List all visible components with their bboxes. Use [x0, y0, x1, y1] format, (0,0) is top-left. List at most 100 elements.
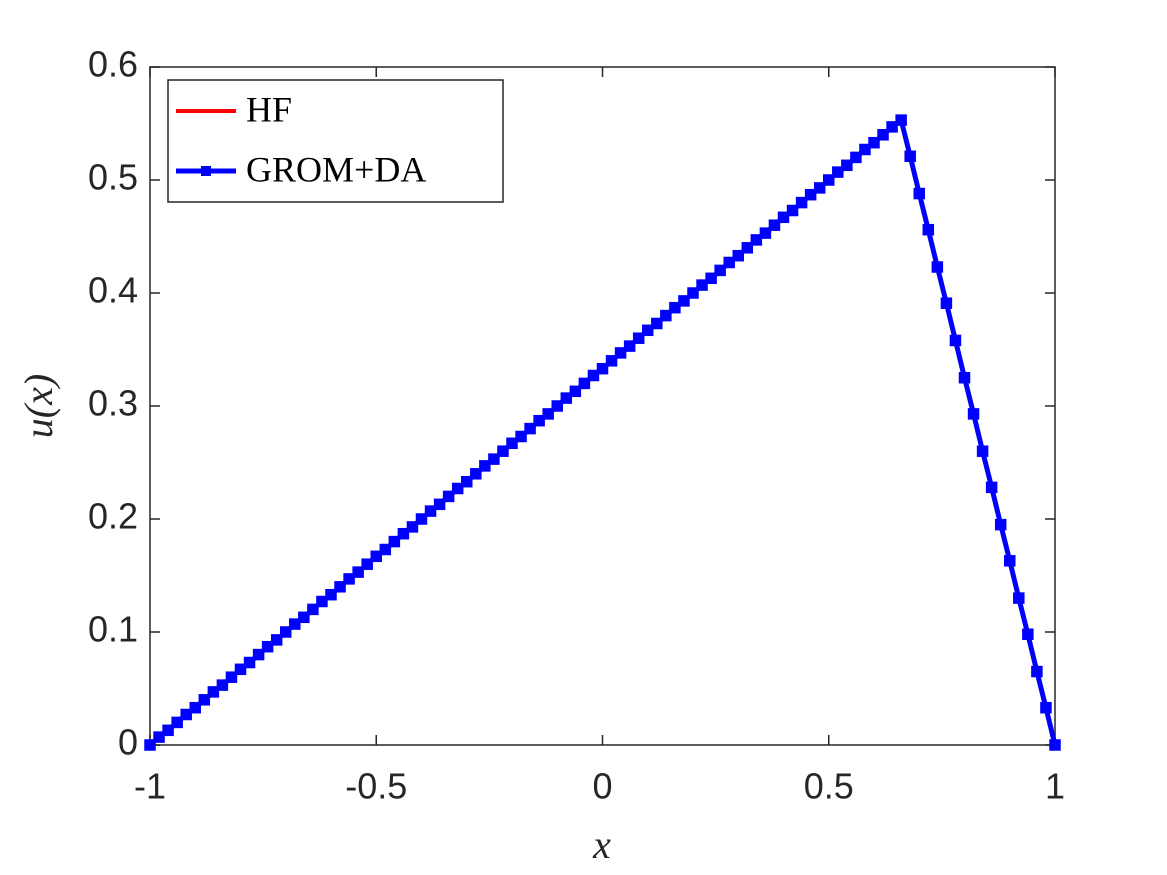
data-point — [587, 369, 600, 382]
data-point — [261, 640, 274, 653]
data-point — [424, 505, 437, 517]
data-point — [270, 634, 283, 646]
data-point — [198, 694, 211, 706]
data-point — [741, 242, 754, 254]
data-point — [1022, 628, 1034, 641]
data-point — [705, 272, 717, 285]
data-point — [1013, 592, 1025, 604]
y-tick-label: 0.3 — [88, 383, 138, 424]
data-point — [361, 558, 373, 570]
data-point — [669, 301, 681, 314]
x-axis-label: x — [592, 822, 611, 867]
data-point — [533, 414, 545, 427]
data-point — [488, 453, 500, 465]
legend-label: HF — [246, 89, 292, 129]
data-point — [632, 332, 645, 344]
data-point — [904, 150, 916, 163]
data-point — [560, 392, 573, 404]
data-point — [397, 527, 410, 540]
data-point — [433, 498, 446, 511]
x-tick-label: 1 — [1045, 766, 1065, 807]
data-point — [813, 182, 826, 194]
data-point — [913, 187, 925, 200]
data-point — [804, 188, 817, 201]
legend-label: GROM+DA — [246, 149, 426, 189]
data-point — [406, 521, 419, 533]
data-point — [596, 362, 609, 375]
data-point — [180, 708, 192, 721]
legend-box — [167, 79, 504, 203]
data-point — [316, 595, 328, 608]
x-tick-label: 0 — [592, 766, 612, 807]
data-point — [506, 437, 518, 450]
data-point — [795, 196, 808, 209]
data-point — [994, 518, 1007, 531]
data-point — [524, 422, 536, 435]
data-point — [623, 340, 636, 352]
data-point — [714, 264, 726, 277]
data-point — [280, 626, 292, 638]
data-point — [470, 468, 482, 480]
data-point — [877, 129, 889, 141]
data-point — [723, 256, 735, 269]
data-point — [605, 355, 618, 367]
data-point — [696, 279, 708, 291]
data-point — [687, 287, 699, 299]
legend-marker — [201, 166, 211, 176]
data-point — [922, 223, 935, 236]
data-point — [298, 611, 310, 624]
data-point — [859, 143, 871, 156]
data-point — [1031, 665, 1043, 678]
x-tick-label: 0.5 — [804, 766, 854, 807]
data-point — [732, 249, 744, 262]
data-point — [1004, 555, 1016, 567]
data-point — [479, 460, 491, 472]
y-tick-label: 0.1 — [88, 609, 138, 650]
data-point — [497, 445, 509, 457]
data-point — [189, 701, 201, 714]
data-point — [207, 686, 220, 698]
x-tick-label: -1 — [134, 766, 166, 807]
data-point — [289, 618, 301, 630]
data-point — [153, 731, 165, 743]
data-point — [370, 550, 382, 563]
data-point — [678, 295, 690, 307]
data-point — [225, 671, 238, 683]
y-tick-label: 0.4 — [88, 270, 138, 311]
data-point — [940, 297, 953, 309]
data-point — [415, 513, 428, 525]
data-point — [850, 151, 862, 164]
data-point — [216, 679, 229, 691]
data-point — [832, 166, 844, 178]
data-point — [886, 121, 898, 133]
data-point — [442, 490, 455, 503]
data-point — [614, 347, 627, 359]
data-point — [841, 159, 853, 172]
y-tick-label: 0.6 — [88, 44, 138, 85]
data-point — [162, 724, 174, 737]
data-point — [985, 481, 998, 494]
legend: HF GROM+DA — [167, 79, 504, 203]
data-point — [931, 261, 944, 273]
data-point — [868, 136, 880, 149]
data-point — [569, 385, 582, 398]
y-axis-label: u(x) — [16, 374, 61, 438]
data-point — [234, 663, 247, 676]
data-point — [451, 482, 464, 495]
data-point — [976, 445, 989, 457]
data-point — [895, 114, 907, 126]
data-point — [786, 204, 799, 217]
data-point — [958, 372, 971, 384]
data-point — [352, 566, 364, 578]
data-point — [461, 475, 473, 488]
data-point — [768, 219, 781, 231]
data-point — [542, 408, 554, 420]
data-point — [949, 334, 962, 347]
data-point — [759, 227, 772, 239]
data-point — [307, 603, 319, 616]
data-point — [515, 430, 527, 443]
y-tick-label: 0.2 — [88, 496, 138, 537]
data-point — [388, 535, 401, 548]
